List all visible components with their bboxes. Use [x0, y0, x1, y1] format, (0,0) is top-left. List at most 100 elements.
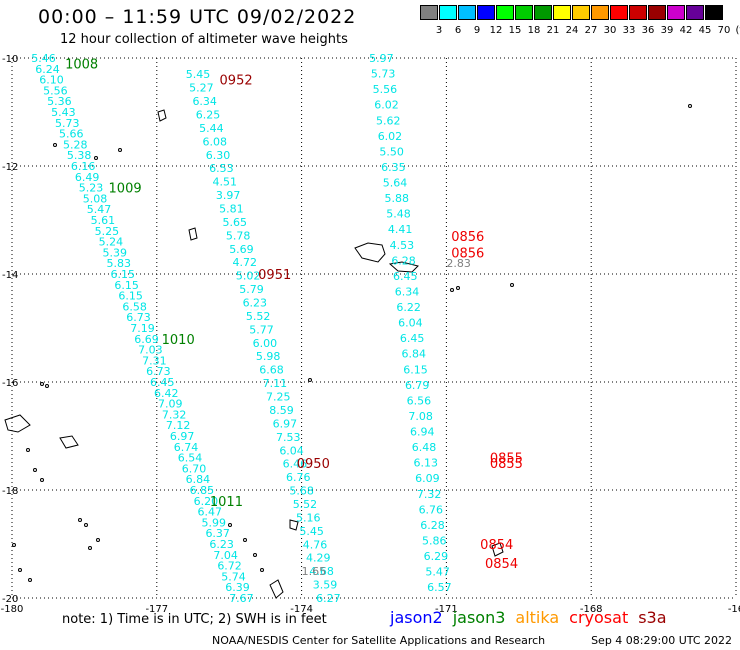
pass-time-label: 0854 — [480, 538, 513, 553]
islet-dot — [228, 523, 232, 527]
wave-height-value: 8.59 — [269, 404, 294, 417]
wave-height-value: 6.34 — [192, 95, 217, 108]
wave-height-value: 6.46 — [283, 458, 308, 471]
wave-height-value: 6.04 — [279, 444, 304, 457]
islet-dot — [84, 523, 88, 527]
wave-height-value: 6.23 — [209, 538, 234, 551]
satellite-cryosat: cryosat — [569, 608, 629, 627]
footer: NOAA/NESDIS Center for Satellite Applica… — [212, 634, 732, 647]
wave-height-value: 6.57 — [427, 581, 452, 594]
island-outline — [188, 227, 198, 241]
wave-height-value: 5.78 — [226, 229, 251, 242]
wave-height-value: 6.97 — [170, 430, 195, 443]
islet-dot — [253, 553, 257, 557]
wave-height-value: 5.39 — [103, 246, 128, 259]
wave-height-value: 6.42 — [154, 387, 179, 400]
scale-label: 6 — [454, 25, 462, 36]
islet-dot — [260, 568, 264, 572]
wave-height-value: 6.84 — [402, 348, 427, 361]
wave-height-value: 5.27 — [189, 82, 214, 95]
pass-time-label: 0951 — [258, 268, 291, 283]
wave-height-value: 5.68 — [289, 485, 314, 498]
scale-label: 12 — [489, 25, 503, 36]
satellite-jason2: jason2 — [390, 608, 443, 627]
islet-dot — [40, 478, 44, 482]
wave-height-value: 6.68 — [259, 364, 284, 377]
scale-label: 30 — [603, 25, 617, 36]
wave-height-value: 5.44 — [199, 122, 224, 135]
wave-height-value: 5.08 — [83, 192, 108, 205]
pass-time-label: 1009 — [109, 182, 142, 197]
scale-label: 18 — [527, 25, 541, 36]
wave-height-value-gray: 1.65 — [302, 565, 327, 578]
wave-height-value: 7.12 — [166, 419, 191, 432]
islet-dot — [118, 148, 122, 152]
wave-height-value: 6.10 — [39, 74, 64, 87]
wave-height-value: 5.61 — [91, 214, 116, 227]
islet-dot — [243, 538, 247, 542]
wave-height-value: 6.37 — [205, 527, 230, 540]
wave-height-value: 6.13 — [413, 457, 438, 470]
wave-height-value: 5.46 — [31, 52, 56, 65]
islet-dot — [53, 143, 57, 147]
wave-height-value: 5.47 — [87, 203, 112, 216]
island-outline — [354, 242, 386, 263]
island-outline — [289, 519, 299, 531]
wave-height-value: 6.02 — [378, 130, 403, 143]
scale-swatch — [591, 5, 609, 20]
wave-height-value: 6.15 — [403, 363, 428, 376]
islet-dot — [450, 288, 454, 292]
note-text: note: 1) Time is in UTC; 2) SWH is in fe… — [62, 612, 327, 627]
scale-label: 27 — [584, 25, 598, 36]
wave-height-value: 5.66 — [59, 128, 84, 141]
wave-height-value: 6.73 — [126, 311, 151, 324]
wave-height-value: 6.20 — [194, 495, 219, 508]
wave-height-value: 6.15 — [114, 279, 139, 292]
wave-height-value: 5.83 — [107, 257, 132, 270]
lon-tick-label: -174 — [290, 604, 313, 615]
lat-tick-label: -12 — [2, 162, 18, 173]
scale-swatch — [572, 5, 590, 20]
wave-height-value: 6.04 — [398, 317, 423, 330]
islet-dot — [78, 518, 82, 522]
wave-height-value: 5.88 — [385, 192, 410, 205]
scale-label: 24 — [565, 25, 579, 36]
wave-height-value: 7.31 — [142, 354, 167, 367]
wave-height-value: 6.15 — [110, 268, 134, 281]
pass-time-label: 0855 — [490, 457, 523, 472]
wave-height-value: 7.04 — [213, 549, 238, 562]
satellite-altika: altika — [515, 608, 560, 627]
islet-dot — [94, 156, 98, 160]
lon-tick-label: -16 — [728, 604, 740, 615]
wave-height-value: 7.09 — [158, 398, 183, 411]
wave-height-value: 6.00 — [253, 337, 277, 350]
wave-height-value: 5.97 — [369, 52, 394, 65]
wave-height-value: 5.52 — [293, 498, 318, 511]
scale-swatch — [515, 5, 533, 20]
wave-height-value: 5.23 — [79, 182, 104, 195]
wave-height-value: 5.56 — [373, 83, 398, 96]
islet-dot — [308, 378, 312, 382]
wave-height-value: 6.45 — [150, 376, 175, 389]
wave-height-value: 5.45 — [299, 525, 324, 538]
scale-swatch — [420, 5, 438, 20]
wave-height-value: 6.15 — [118, 290, 143, 303]
pass-time-label: 1010 — [162, 333, 195, 348]
lon-tick-label: -168 — [580, 604, 603, 615]
wave-height-value: 6.76 — [419, 503, 444, 516]
islet-dot — [688, 104, 692, 108]
wave-height-value: 4.68 — [309, 565, 334, 578]
scale-swatch — [458, 5, 476, 20]
pass-time-label: 0952 — [220, 74, 253, 89]
wave-height-value: 5.25 — [95, 225, 120, 238]
scale-label: 33 — [622, 25, 636, 36]
lon-tick-label: -180 — [1, 604, 24, 615]
wave-height-value: 6.58 — [122, 300, 147, 313]
wave-height-value: 3.97 — [216, 189, 241, 202]
wave-height-value: 6.72 — [217, 560, 242, 573]
scale-swatch — [610, 5, 628, 20]
wave-height-value: 5.36 — [47, 95, 72, 108]
scale-swatch — [496, 5, 514, 20]
islet-dot — [88, 546, 92, 550]
